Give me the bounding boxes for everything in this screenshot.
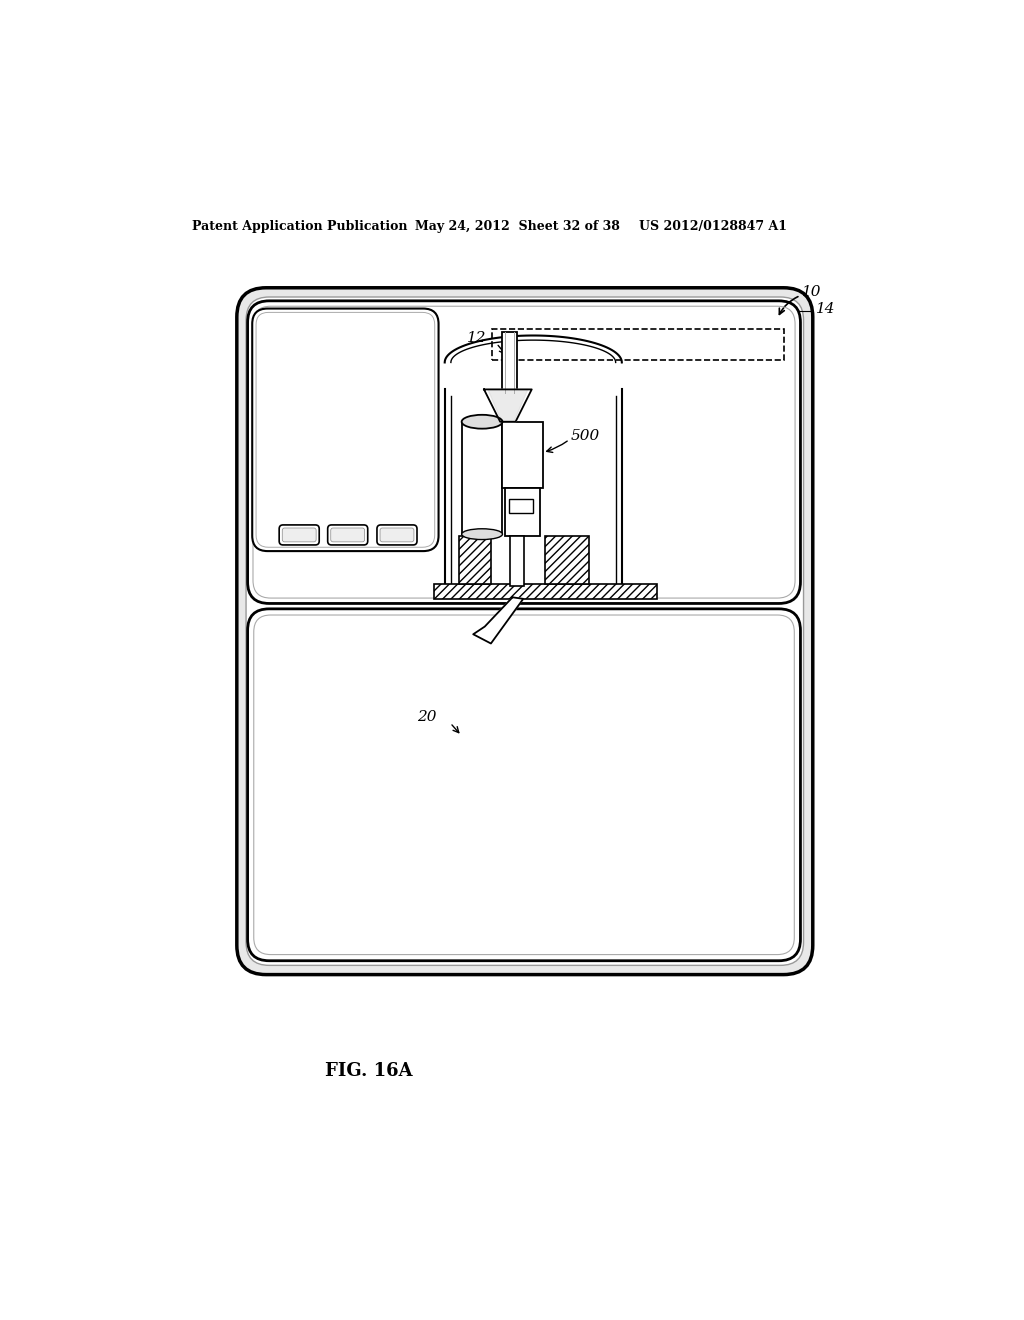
Text: US 2012/0128847 A1: US 2012/0128847 A1 <box>639 219 786 232</box>
FancyBboxPatch shape <box>380 528 414 543</box>
FancyBboxPatch shape <box>283 528 316 543</box>
FancyBboxPatch shape <box>252 309 438 552</box>
Bar <box>459 536 490 585</box>
Bar <box>434 585 657 599</box>
Bar <box>493 330 783 360</box>
FancyBboxPatch shape <box>248 609 801 961</box>
FancyBboxPatch shape <box>328 525 368 545</box>
FancyBboxPatch shape <box>237 288 813 974</box>
FancyBboxPatch shape <box>246 297 804 965</box>
Ellipse shape <box>462 529 503 540</box>
Text: 12: 12 <box>467 331 486 345</box>
FancyBboxPatch shape <box>331 528 365 543</box>
FancyBboxPatch shape <box>280 525 319 545</box>
Bar <box>503 422 543 488</box>
Bar <box>545 536 590 585</box>
Polygon shape <box>484 389 531 422</box>
Text: May 24, 2012  Sheet 32 of 38: May 24, 2012 Sheet 32 of 38 <box>416 219 621 232</box>
FancyBboxPatch shape <box>377 525 417 545</box>
Bar <box>510 536 524 586</box>
Bar <box>509 499 534 512</box>
Polygon shape <box>473 598 523 644</box>
Bar <box>502 331 517 393</box>
Text: Patent Application Publication: Patent Application Publication <box>193 219 408 232</box>
Text: 10: 10 <box>802 285 821 298</box>
Bar <box>462 422 503 535</box>
Bar <box>505 488 541 536</box>
Polygon shape <box>487 389 528 422</box>
Text: 14: 14 <box>816 301 836 315</box>
Text: FIG. 16A: FIG. 16A <box>326 1061 413 1080</box>
Text: 500: 500 <box>571 429 600 442</box>
FancyBboxPatch shape <box>248 301 801 603</box>
Text: 20: 20 <box>417 710 436 725</box>
Ellipse shape <box>462 414 503 429</box>
